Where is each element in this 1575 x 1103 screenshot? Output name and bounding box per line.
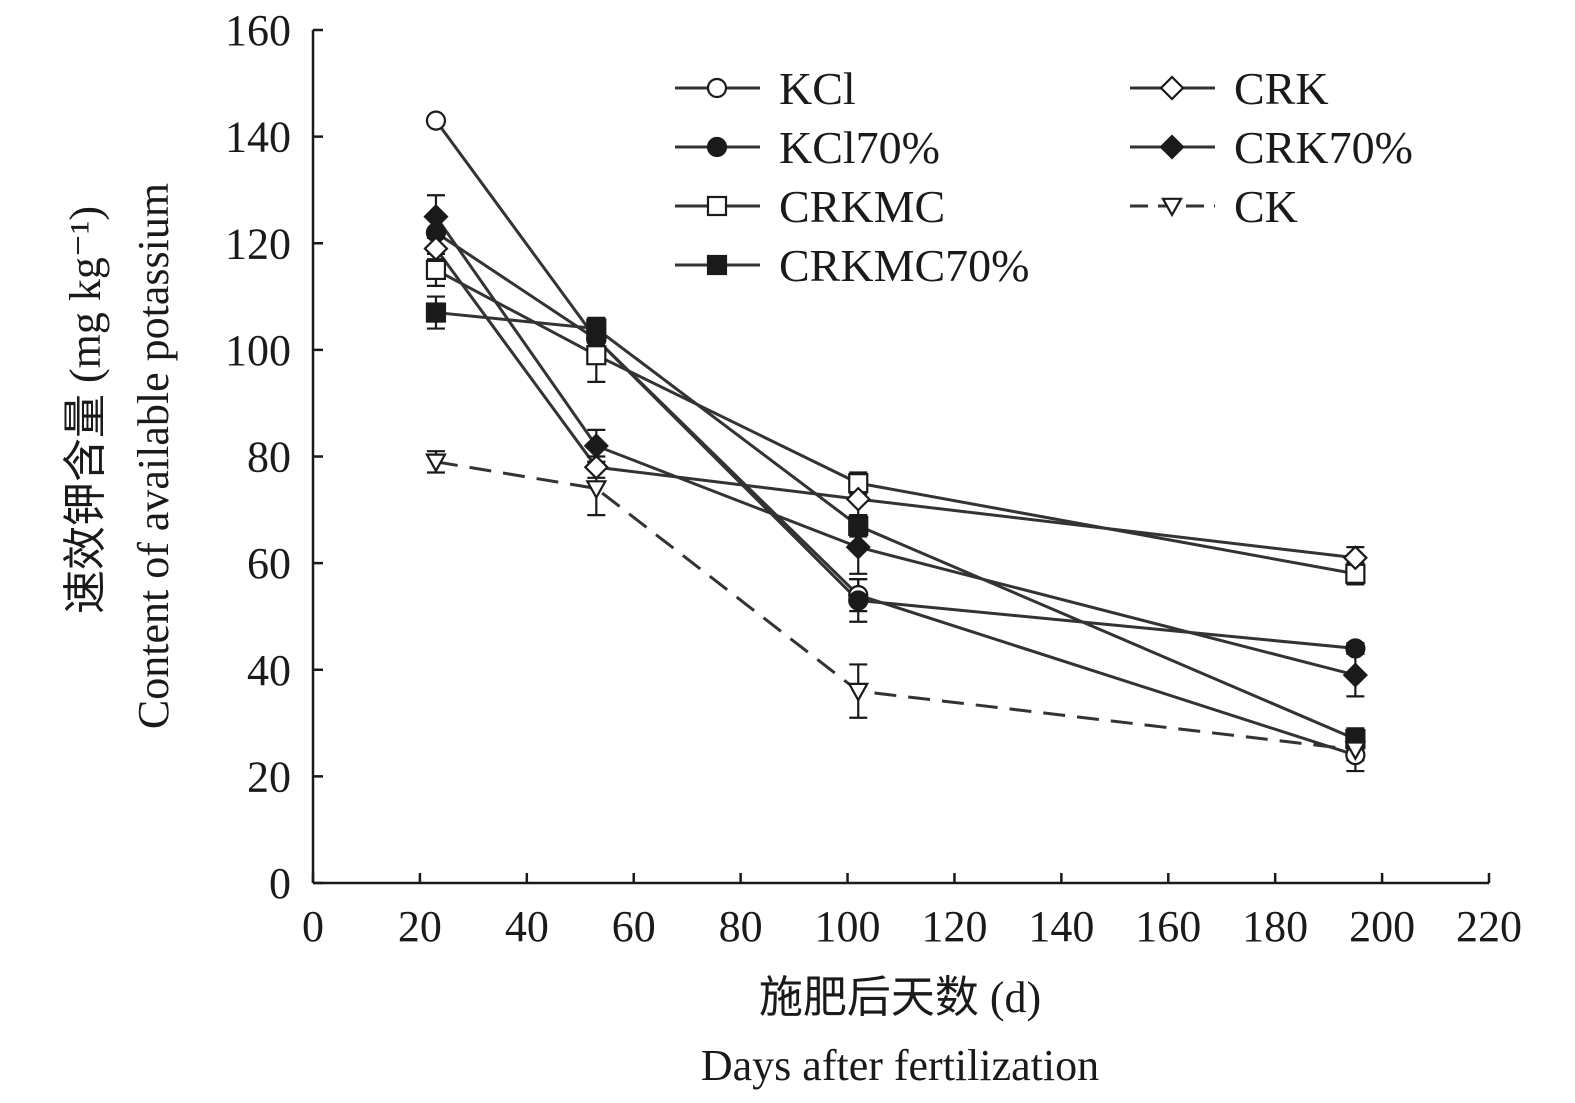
y-tick-label: 120	[225, 219, 291, 268]
x-tick-label: 0	[302, 902, 324, 951]
point-crk	[1342, 545, 1368, 571]
point-crk	[583, 454, 609, 480]
point-crk	[845, 486, 871, 512]
x-tick-label: 60	[612, 902, 656, 951]
x-axis-title-cn: 施肥后天数 (d)	[759, 973, 1041, 1022]
x-axis-title-en: Days after fertilization	[701, 1041, 1099, 1090]
series-line-ck	[435, 460, 1356, 752]
y-tick-label: 160	[225, 6, 291, 55]
y-tick-label: 0	[269, 859, 291, 908]
series-line-crk70-pct	[434, 215, 1356, 677]
legend-label-crkmc: CRKMC	[779, 181, 945, 232]
legend-marker-crkmc70-pct	[706, 254, 728, 276]
legend-marker-kcl	[706, 77, 728, 99]
point-crkmc70-pct	[586, 318, 607, 339]
point-crk70-pct	[423, 204, 449, 230]
y-tick-label: 60	[247, 539, 291, 588]
legend-marker-crk70-pct	[1159, 134, 1185, 160]
series-lines	[434, 119, 1356, 757]
series-line-kcl70-pct	[435, 231, 1356, 650]
point-crkmc	[425, 259, 447, 281]
point-crk	[423, 236, 449, 262]
y-tick-label: 80	[247, 433, 291, 482]
legend-marker-crk	[1159, 75, 1185, 101]
x-tick-label: 180	[1242, 902, 1308, 951]
legend-marker-ck	[1161, 197, 1183, 218]
legend-label-crk70-pct: CRK70%	[1234, 122, 1413, 173]
point-crkmc70-pct	[848, 515, 869, 536]
legend-marker-kcl70-pct	[706, 136, 728, 158]
legend-label-kcl: KCl	[779, 63, 856, 114]
y-tick-label: 100	[225, 326, 291, 375]
y-tick-label: 40	[247, 646, 291, 695]
point-ck	[585, 480, 608, 500]
point-crk70-pct	[583, 433, 609, 459]
point-crkmc70-pct	[425, 302, 447, 323]
y-tick-label: 20	[247, 752, 291, 801]
series-line-crkmc70-pct	[435, 311, 1356, 741]
point-kcl	[425, 110, 447, 131]
x-tick-label: 220	[1456, 902, 1522, 951]
x-tick-label: 80	[719, 902, 763, 951]
legend-label-kcl70-pct: KCl70%	[779, 122, 940, 173]
y-tick-label: 140	[225, 113, 291, 162]
point-ck	[425, 453, 447, 474]
point-crk70-pct	[1342, 662, 1368, 688]
point-crkmc	[586, 345, 607, 366]
y-axis-title-en: Content of available potassium	[129, 183, 178, 729]
legend: KCl KCl70% CRKMC CRKMC70% CRK CRK70% CK	[675, 63, 1413, 291]
ticks: 0 20 40 60 80 100 120 140 160 180 200 220 0 20 40 60 80 1…	[225, 6, 1522, 951]
x-tick-label: 120	[921, 902, 987, 951]
x-tick-label: 160	[1135, 902, 1201, 951]
markers	[423, 110, 1368, 766]
legend-label-crk: CRK	[1234, 63, 1329, 114]
series-line-kcl	[434, 119, 1356, 757]
x-tick-label: 100	[815, 902, 881, 951]
point-kcl70-pct	[1345, 638, 1366, 659]
legend-label-ck: CK	[1234, 181, 1298, 232]
y-axis-title-cn: 速效钾含量 (mg kg⁻¹)	[61, 206, 110, 614]
legend-marker-crkmc	[706, 195, 728, 217]
point-crk70-pct	[845, 534, 871, 560]
series-line-crk	[434, 247, 1356, 560]
point-kcl70-pct	[848, 590, 869, 611]
point-ck	[847, 682, 870, 703]
x-tick-label: 140	[1028, 902, 1094, 951]
series-line-crkmc	[435, 268, 1356, 576]
x-tick-label: 200	[1349, 902, 1415, 951]
legend-label-crkmc70-pct: CRKMC70%	[779, 240, 1029, 291]
x-tick-label: 40	[505, 902, 549, 951]
x-tick-label: 20	[398, 902, 442, 951]
point-ck	[1344, 741, 1367, 761]
